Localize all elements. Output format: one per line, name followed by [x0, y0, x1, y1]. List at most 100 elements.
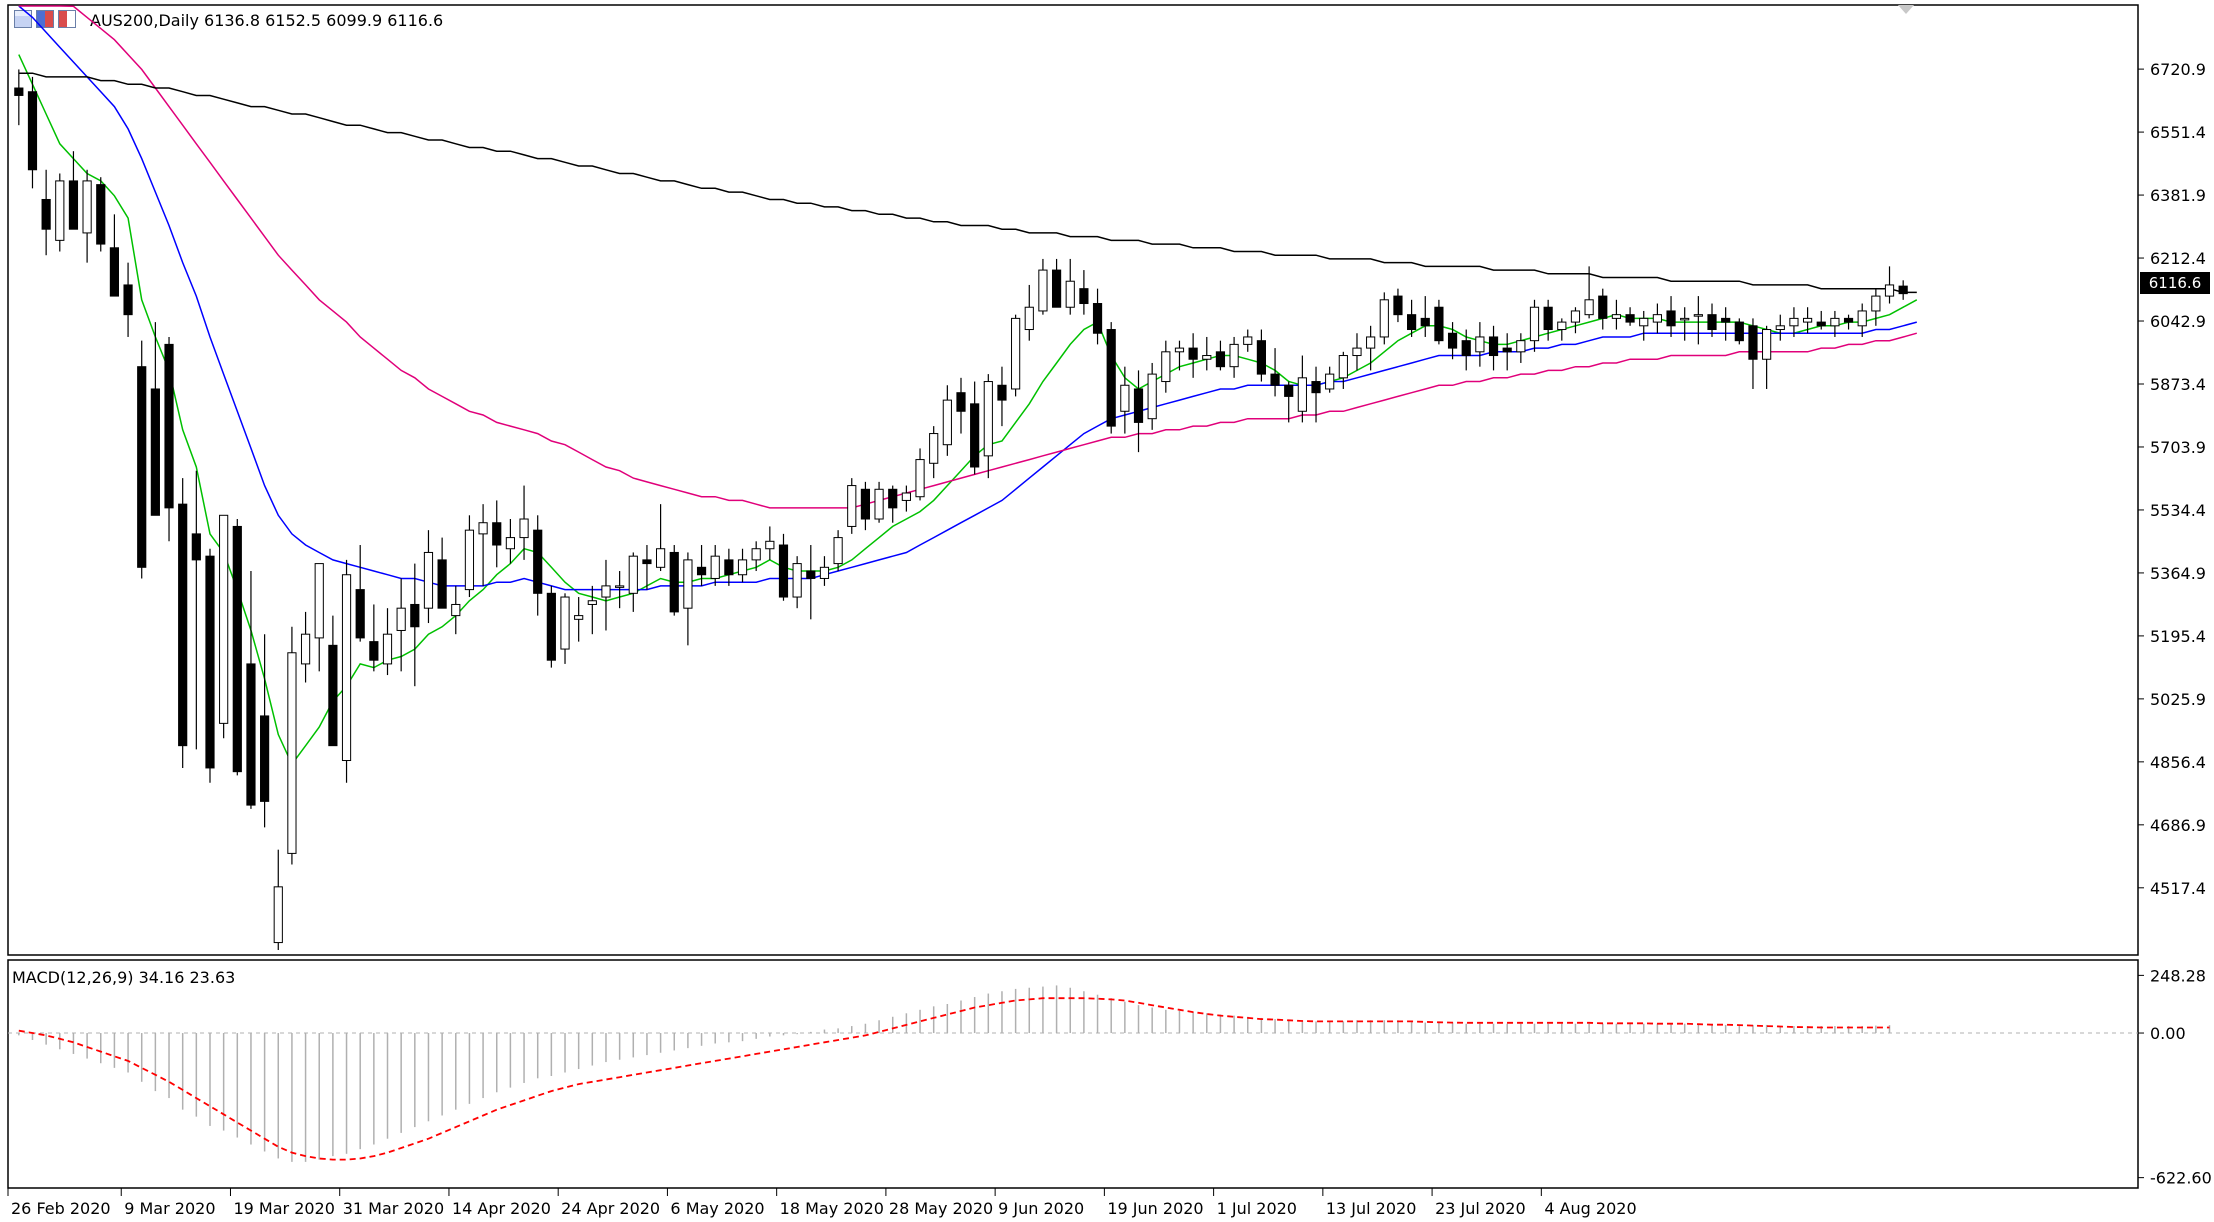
candle-bear: [1898, 285, 1908, 295]
candle-bear: [137, 366, 147, 568]
candle-bull: [1871, 295, 1881, 312]
price-axis: 6720.9 6551.4 6381.9 6212.4 6042.9 5873.4 5703…: [2138, 60, 2206, 898]
timeframe-icon[interactable]: [58, 10, 76, 28]
moving-average-line-4: [18, 72, 1917, 294]
candle-bear: [41, 198, 51, 230]
candle-bull: [1680, 317, 1690, 321]
candle-bear: [14, 87, 24, 96]
chart-window-icon[interactable]: [14, 10, 32, 28]
candle-bear: [997, 384, 1007, 401]
candle-bear: [1256, 340, 1266, 375]
date-tick-label: 28 May 2020: [889, 1199, 993, 1218]
price-tick-label: 6212.4: [2150, 249, 2206, 268]
price-tick-label: 5025.9: [2150, 690, 2206, 709]
candle-bear: [533, 529, 543, 594]
candle-bull: [1693, 314, 1703, 317]
candle-bear: [888, 488, 898, 509]
candle-bear: [1393, 295, 1403, 316]
candle-bull: [451, 603, 461, 617]
candle-bear: [669, 551, 679, 613]
candle-bear: [1079, 288, 1089, 305]
candle-bull: [1802, 317, 1813, 323]
candle-bull: [1570, 310, 1581, 323]
candle-bear: [1092, 303, 1103, 334]
candle-bull: [1120, 384, 1130, 412]
price-tick-label: 4686.9: [2150, 816, 2206, 835]
candle-bull: [505, 537, 515, 550]
candle-bear: [437, 559, 447, 609]
chart-type-icon[interactable]: [36, 10, 54, 28]
candle-bear: [123, 284, 133, 316]
candle-bull: [737, 559, 748, 576]
candle-bull: [219, 514, 229, 724]
main-chart-frame: [7, 4, 2139, 956]
macd-tick-label: -622.60: [2150, 1169, 2212, 1188]
candle-bull: [1516, 340, 1526, 353]
candle-bear: [1543, 306, 1553, 331]
candle-bull: [1174, 347, 1185, 353]
candle-bull: [1475, 336, 1485, 353]
candle-bear: [1816, 321, 1826, 327]
candle-bear: [1420, 317, 1430, 327]
candle-bull: [423, 551, 434, 609]
candle-bull: [341, 574, 352, 762]
date-tick-label: 14 Apr 2020: [452, 1199, 551, 1218]
candle-bear: [492, 522, 502, 546]
candle-bull: [519, 518, 529, 539]
price-tick-label: 4856.4: [2150, 753, 2206, 772]
candle-bear: [970, 403, 980, 468]
candle-bear: [806, 570, 816, 579]
candle-bull: [710, 555, 720, 579]
macd-tick-label: 248.28: [2150, 966, 2206, 985]
candle-bull: [1161, 351, 1171, 383]
candle-bear: [1502, 347, 1512, 353]
candle-bear: [1748, 325, 1758, 360]
chart-shift-marker: [1898, 5, 1914, 14]
date-tick-label: 1 Jul 2020: [1217, 1199, 1297, 1218]
candle-bull: [396, 607, 406, 631]
candle-bull: [464, 529, 475, 591]
candle-bear: [860, 488, 871, 520]
candle-bull: [983, 381, 993, 457]
candle-bull: [819, 566, 830, 579]
candle-bull: [1024, 306, 1034, 331]
candle-bull: [1202, 355, 1212, 360]
candle-bull: [942, 399, 952, 446]
moving-average-line-3: [18, 5, 1918, 509]
candle-bear: [328, 644, 338, 747]
candle-bear: [1461, 340, 1471, 357]
candle-bear: [27, 91, 38, 171]
candle-bear: [696, 566, 707, 576]
date-tick-label: 6 May 2020: [670, 1199, 764, 1218]
candle-bull: [382, 633, 393, 665]
candle-bear: [1270, 373, 1280, 386]
candle-bear: [1843, 317, 1854, 323]
candle-bear: [178, 503, 188, 747]
candle-bull: [1611, 314, 1622, 319]
candle-bull: [1011, 317, 1021, 390]
candle-bear: [109, 247, 120, 297]
candle-bull: [847, 485, 857, 527]
date-tick-label: 24 Apr 2020: [561, 1199, 660, 1218]
candle-bull: [915, 459, 925, 498]
candle-bull: [765, 540, 775, 550]
price-tick-label: 5364.9: [2150, 564, 2206, 583]
price-tick-label: 5703.9: [2150, 438, 2206, 457]
candle-bull: [656, 548, 666, 568]
candle-bull: [1584, 299, 1594, 316]
candle-bear: [96, 184, 106, 245]
candle-bear: [1488, 336, 1499, 357]
candle-bull: [560, 596, 570, 650]
candle-bear: [205, 555, 215, 769]
candle-bull: [833, 537, 843, 565]
candle-bear: [1707, 314, 1717, 331]
candle-bull: [1557, 321, 1567, 331]
candle-bull: [1325, 373, 1335, 390]
candle-bull: [1229, 343, 1239, 368]
price-tick-label: 5873.4: [2150, 375, 2206, 394]
candle-bull: [901, 492, 911, 501]
candle-bear: [355, 589, 365, 639]
date-tick-label: 13 Jul 2020: [1326, 1199, 1417, 1218]
candles: [14, 69, 1908, 950]
